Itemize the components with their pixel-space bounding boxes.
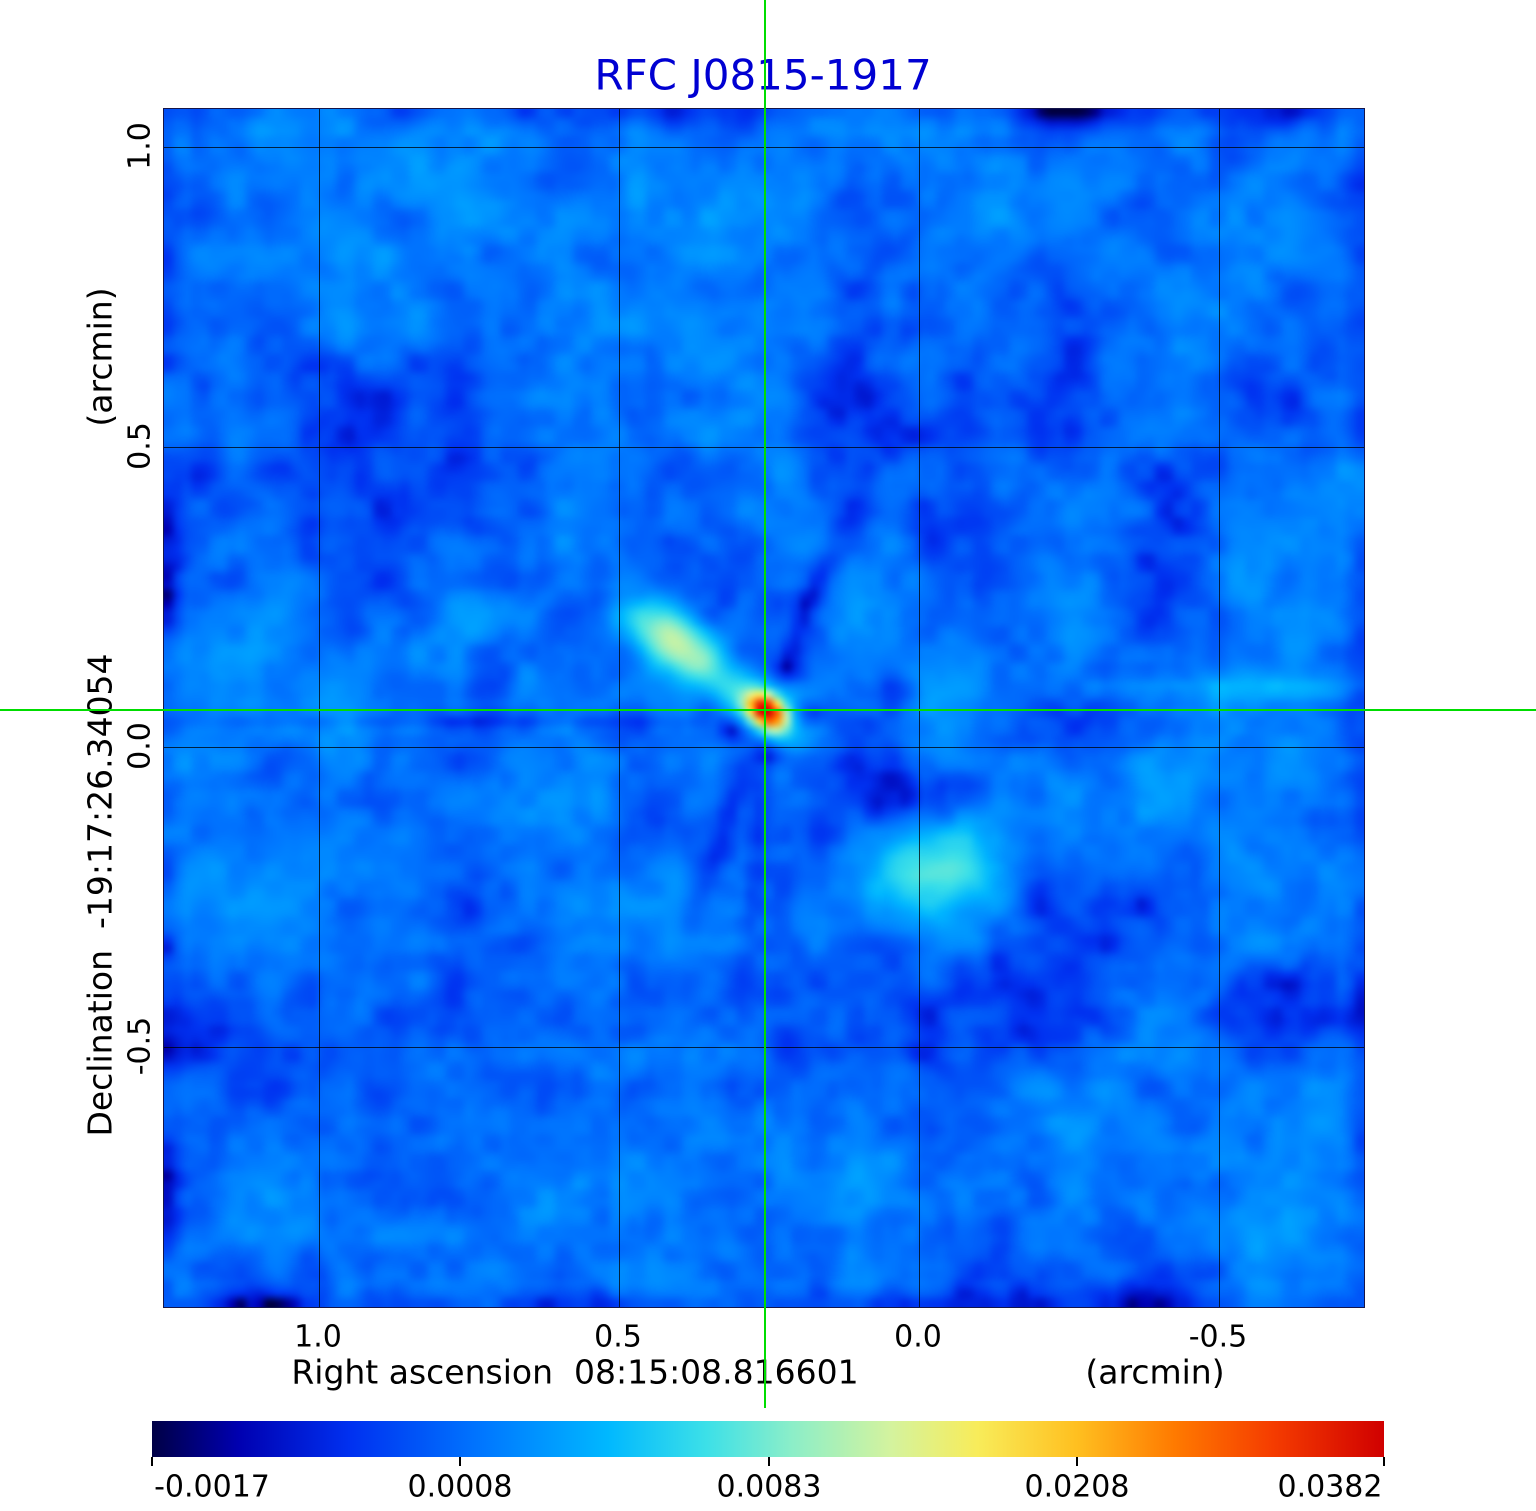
crosshair-horizontal-line — [0, 709, 1536, 711]
gridline-vertical — [1219, 109, 1220, 1307]
y-axis-title: Declination -19:17:26.34054 — [80, 653, 120, 1137]
x-tick-label: 1.0 — [294, 1319, 342, 1355]
colorbar-tick-label: -0.0017 — [154, 1469, 270, 1505]
x-axis-title: Right ascension 08:15:08.816601 — [291, 1352, 859, 1392]
colorbar-tick-label: 0.0083 — [716, 1469, 822, 1505]
gridline-vertical — [619, 109, 620, 1307]
x-tick-label: 0.5 — [594, 1319, 642, 1355]
crosshair-vertical-line — [764, 0, 766, 1408]
y-tick-label: 0.0 — [122, 722, 158, 770]
x-tick-label: -0.5 — [1188, 1319, 1248, 1355]
colorbar-tick-mark — [151, 1457, 153, 1466]
y-axis-unit-label: (arcmin) — [80, 287, 120, 427]
colorbar-gradient — [152, 1421, 1384, 1457]
colorbar-tick-mark — [1076, 1457, 1078, 1466]
x-tick-label: 0.0 — [894, 1319, 942, 1355]
colorbar-tick-label: 0.0008 — [407, 1469, 513, 1505]
colorbar-tick-label: 0.0382 — [1277, 1469, 1383, 1505]
gridline-vertical — [319, 109, 320, 1307]
gridline-vertical — [919, 109, 920, 1307]
x-axis-unit-label: (arcmin) — [1085, 1352, 1225, 1392]
colorbar-tick-mark — [768, 1457, 770, 1466]
y-tick-label: 0.5 — [122, 422, 158, 470]
y-tick-label: 1.0 — [122, 122, 158, 170]
plot-title: RFC J0815-1917 — [594, 50, 932, 100]
colorbar-tick-mark — [459, 1457, 461, 1466]
y-tick-label: -0.5 — [122, 1016, 158, 1076]
colorbar-tick-label: 0.0208 — [1024, 1469, 1130, 1505]
colorbar-tick-mark — [1383, 1457, 1385, 1466]
